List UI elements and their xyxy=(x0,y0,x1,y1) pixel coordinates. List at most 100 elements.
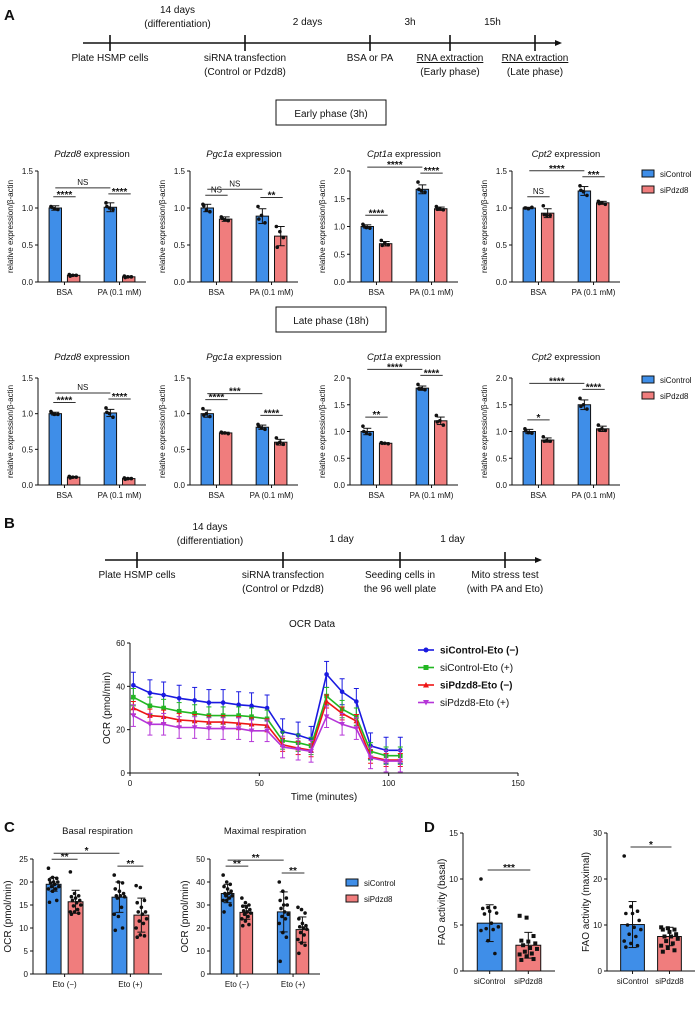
panel-label-b: B xyxy=(4,515,15,532)
y-axis-label: relative expression/β-actin xyxy=(158,180,167,273)
triangle-down-marker xyxy=(323,714,330,720)
data-point xyxy=(143,910,148,914)
arrowhead-icon xyxy=(535,557,542,563)
data-point xyxy=(297,951,301,956)
data-point xyxy=(47,900,52,905)
data-point xyxy=(672,948,677,953)
data-point xyxy=(297,917,301,921)
bar-chart: Pgc1a expression relative expression/β-ac… xyxy=(158,149,298,297)
chart-title-suffix: expression xyxy=(392,149,441,160)
chart-title-gene: Pgc1a xyxy=(206,149,233,160)
significance-label: * xyxy=(85,846,89,857)
y-tick-label: 0.5 xyxy=(334,454,346,463)
bar-chart: Pdzd8 expression relative expression/β-ac… xyxy=(6,352,146,500)
event-label: BSA or PA xyxy=(347,53,394,64)
y-axis-label: FAO activity (basal) xyxy=(437,859,448,946)
event-label: siRNA transfection xyxy=(204,53,286,64)
bar xyxy=(577,190,592,283)
y-tick-label: 1.5 xyxy=(22,374,34,383)
data-point xyxy=(670,941,675,946)
data-point xyxy=(243,919,248,923)
event-label: Plate HSMP cells xyxy=(71,53,148,64)
chart-title-suffix: expression xyxy=(81,352,130,363)
triangle-down-marker xyxy=(339,721,345,728)
y-tick-label: 40 xyxy=(196,878,205,887)
event-label: siRNA transfection xyxy=(242,570,324,581)
legend: siControl siPdzd8 xyxy=(345,878,396,904)
data-point xyxy=(361,424,365,428)
data-point xyxy=(202,413,206,417)
data-point xyxy=(639,927,643,932)
data-point xyxy=(417,386,421,391)
event-label: (Control or Pdzd8) xyxy=(204,67,286,78)
data-point xyxy=(121,891,126,896)
y-tick-label: 0.0 xyxy=(334,278,346,287)
event-label: Seeding cells in xyxy=(365,570,435,581)
data-point xyxy=(423,387,427,392)
event-label: Mito stress test xyxy=(471,570,538,581)
bar xyxy=(48,207,62,283)
legend-swatch-sicontrol xyxy=(641,169,655,178)
data-point xyxy=(660,949,665,954)
y-axis-label: OCR (pmol/min) xyxy=(102,672,113,744)
interval-label: 14 days xyxy=(160,5,195,16)
data-point xyxy=(435,420,440,424)
y-tick-label: 1.0 xyxy=(334,428,346,437)
data-point xyxy=(548,213,553,218)
y-tick-label: 2.0 xyxy=(334,167,346,176)
significance-label: **** xyxy=(112,187,128,198)
y-tick-label: 15 xyxy=(19,901,28,910)
data-point xyxy=(579,188,583,193)
data-point xyxy=(416,382,420,387)
data-point xyxy=(56,207,60,212)
significance-label: * xyxy=(649,840,653,851)
y-tick-label: 2.0 xyxy=(496,374,508,383)
data-point xyxy=(257,424,261,429)
bar-chart: Cpt1a expression relative expression/β-ac… xyxy=(318,352,458,500)
significance-label: ** xyxy=(252,853,260,864)
data-point xyxy=(275,441,280,446)
interval-label: 2 days xyxy=(293,17,322,28)
data-point xyxy=(297,925,302,929)
bar xyxy=(378,442,393,486)
chart-title: Cpt1a expression xyxy=(367,149,441,160)
bar xyxy=(103,206,118,283)
data-point xyxy=(659,925,664,930)
data-point xyxy=(248,907,252,912)
circle-marker xyxy=(324,672,329,677)
x-tick-label: 0 xyxy=(128,779,133,788)
chart-title-gene: Cpt1a xyxy=(367,352,392,363)
data-point xyxy=(48,881,53,885)
data-point xyxy=(296,937,300,942)
data-point xyxy=(226,218,231,223)
data-point xyxy=(434,413,439,418)
event-label: (with PA and Eto) xyxy=(467,584,544,595)
interval-label: 1 day xyxy=(440,534,464,545)
data-point xyxy=(441,423,446,427)
data-point xyxy=(597,428,602,432)
chart-title-suffix: expression xyxy=(233,352,282,363)
data-point xyxy=(674,932,679,937)
y-tick-label: 20 xyxy=(116,726,125,735)
event-label: RNA extraction xyxy=(502,53,569,64)
data-point xyxy=(111,207,115,212)
bar xyxy=(218,432,233,486)
interval-label: 14 days xyxy=(192,522,227,533)
x-tick-label: PA (0.1 mM) xyxy=(572,288,616,297)
data-point xyxy=(278,898,282,903)
data-point xyxy=(138,885,143,890)
chart-title-suffix: expression xyxy=(552,149,601,160)
chart-title: Pgc1a expression xyxy=(206,149,282,160)
circle-marker xyxy=(264,705,270,711)
data-point xyxy=(479,877,483,881)
bar-chart: FAO activity (basal) 0 5 10 15 siControl siPdz… xyxy=(437,829,555,986)
bar-chart: Cpt2 expression relative expression/β-act… xyxy=(480,352,620,500)
chart-title: Pgc1a expression xyxy=(206,352,282,363)
chart-title-suffix: expression xyxy=(233,149,282,160)
data-point xyxy=(105,410,109,415)
data-point xyxy=(522,949,527,954)
bar xyxy=(415,188,430,283)
data-point xyxy=(493,905,497,910)
legend-swatch-sipdzd8 xyxy=(641,391,655,400)
data-point xyxy=(635,909,640,913)
